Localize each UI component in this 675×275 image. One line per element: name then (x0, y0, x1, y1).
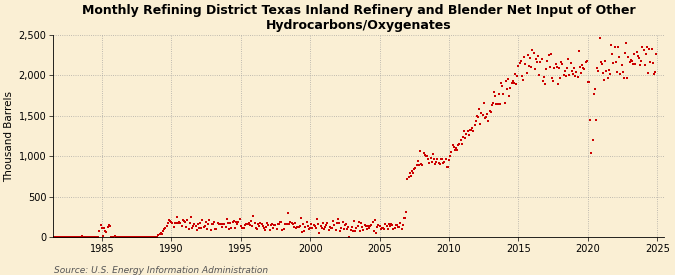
Title: Monthly Refining District Texas Inland Refinery and Blender Net Input of Other
H: Monthly Refining District Texas Inland R… (82, 4, 636, 32)
Y-axis label: Thousand Barrels: Thousand Barrels (4, 90, 14, 182)
Text: Source: U.S. Energy Information Administration: Source: U.S. Energy Information Administ… (54, 266, 268, 275)
